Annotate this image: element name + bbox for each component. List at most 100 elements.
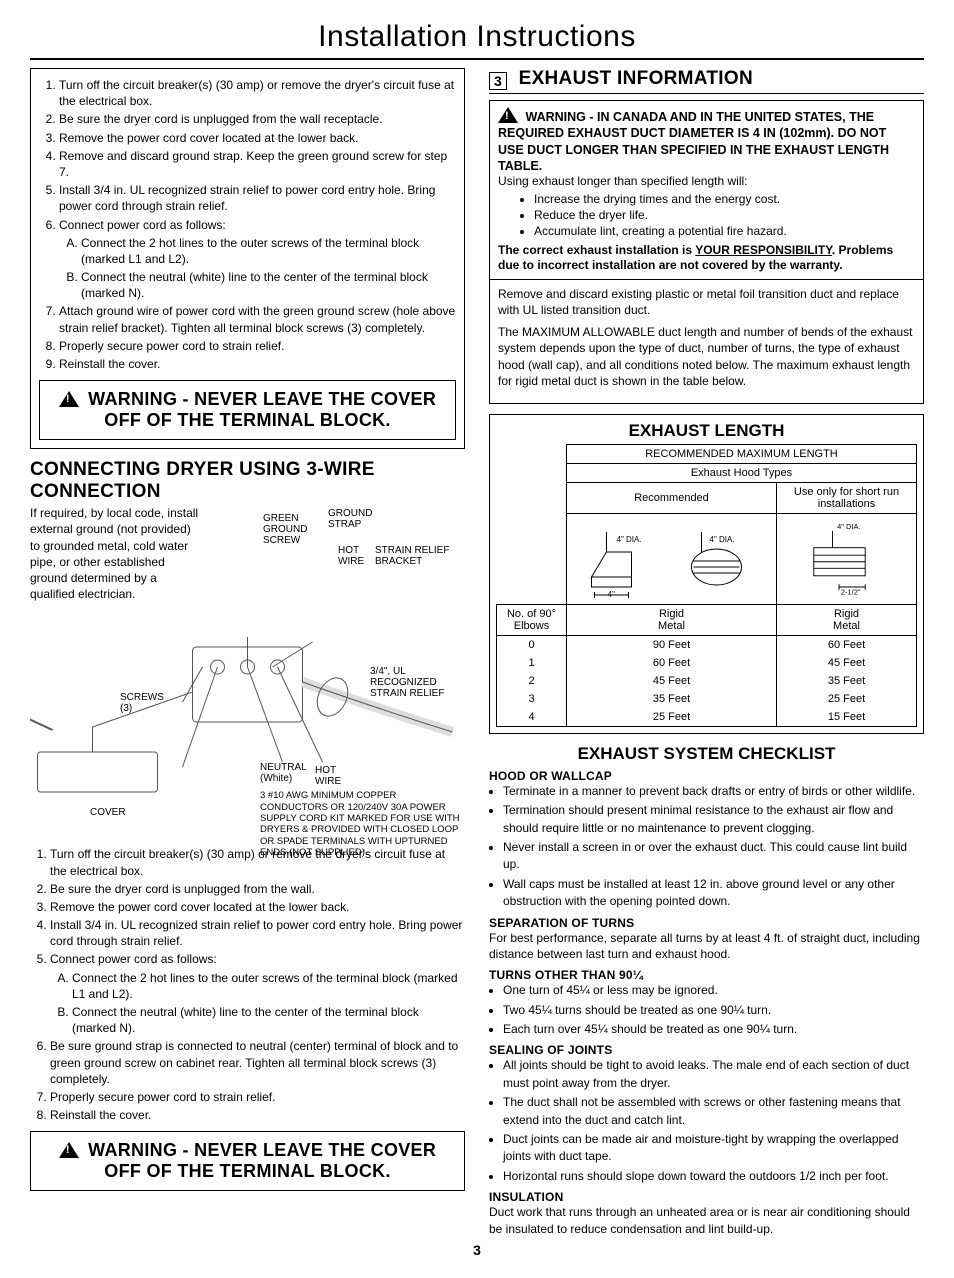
step: Properly secure power cord to strain rel… bbox=[59, 338, 456, 354]
longer-intro: Using exhaust longer than specified leng… bbox=[498, 174, 915, 188]
exhaust-info-header: 3 EXHAUST INFORMATION bbox=[489, 68, 924, 94]
row-e: 1 bbox=[497, 654, 567, 672]
left-column: Turn off the circuit breaker(s) (30 amp)… bbox=[30, 68, 465, 1238]
row-b: 15 Feet bbox=[777, 708, 917, 727]
label-neutral: NEUTRAL (White) bbox=[260, 762, 307, 784]
label-hot-wire-2: HOT WIRE bbox=[315, 765, 341, 787]
longer-bullets: Increase the drying times and the energy… bbox=[498, 191, 915, 240]
rigid-metal-1: Rigid Metal bbox=[567, 604, 777, 635]
turns-subhead: TURNS OTHER THAN 90¼ bbox=[489, 968, 924, 982]
step: Reinstall the cover. bbox=[59, 356, 456, 372]
exhaust-warning: WARNING - IN CANADA AND IN THE UNITED ST… bbox=[498, 107, 915, 174]
step: Turn off the circuit breaker(s) (30 amp)… bbox=[59, 77, 456, 109]
row-e: 4 bbox=[497, 708, 567, 727]
hood-diagram-short-run: 4" DIA. 2-1/2" bbox=[777, 513, 917, 604]
warning-icon bbox=[59, 391, 79, 407]
label-cover: COVER bbox=[90, 807, 126, 818]
step-text: Connect power cord as follows: bbox=[50, 952, 217, 966]
step: Install 3/4 in. UL recognized strain rel… bbox=[59, 182, 456, 214]
hood3-w-text: 2-1/2" bbox=[841, 587, 861, 596]
sep-text: For best performance, separate all turns… bbox=[489, 930, 924, 964]
three-wire-substeps: Connect the 2 hot lines to the outer scr… bbox=[50, 970, 465, 1037]
step-text: Connect power cord as follows: bbox=[59, 218, 226, 232]
bullet: Terminate in a manner to prevent back dr… bbox=[503, 783, 924, 800]
step: Attach ground wire of power cord with th… bbox=[59, 303, 456, 335]
col-short-run: Use only for short run installations bbox=[777, 482, 917, 513]
turns-bullets: One turn of 45¼ or less may be ignored. … bbox=[489, 982, 924, 1038]
exhaust-length-box: EXHAUST LENGTH RECOMMENDED MAXIMUM LENGT… bbox=[489, 414, 924, 734]
bullet: Each turn over 45¼ should be treated as … bbox=[503, 1021, 924, 1038]
step: Connect power cord as follows: Connect t… bbox=[50, 951, 465, 1036]
hood-diagram-recommended: 4" DIA. 4" 4" DIA. bbox=[567, 513, 777, 604]
warning-heading: WARNING - NEVER LEAVE THE COVER OFF OF T… bbox=[50, 389, 445, 431]
exhaust-info-title: EXHAUST INFORMATION bbox=[519, 68, 753, 89]
label-green-ground-screw: GREEN GROUND SCREW bbox=[263, 513, 307, 546]
step: Be sure the dryer cord is unplugged from… bbox=[59, 111, 456, 127]
step: Properly secure power cord to strain rel… bbox=[50, 1089, 465, 1105]
row-b: 35 Feet bbox=[777, 672, 917, 690]
warning-text: WARNING - NEVER LEAVE THE COVER OFF OF T… bbox=[88, 1140, 436, 1181]
bullet: Never install a screen in or over the ex… bbox=[503, 839, 924, 874]
sep-subhead: SEPARATION OF TURNS bbox=[489, 916, 924, 930]
wiring-diagram: SCREWS (3) 3/4", UL RECOGNIZED STRAIN RE… bbox=[30, 612, 465, 842]
row-b: 25 Feet bbox=[777, 690, 917, 708]
bullet: Accumulate lint, creating a potential fi… bbox=[534, 223, 915, 239]
hood1-dia-text: 4" DIA. bbox=[617, 535, 642, 544]
rigid-metal-2: Rigid Metal bbox=[777, 604, 917, 635]
warning-text: WARNING - NEVER LEAVE THE COVER OFF OF T… bbox=[88, 389, 436, 430]
label-strain-relief-bracket: STRAIN RELIEF BRACKET bbox=[375, 545, 449, 567]
bullet: All joints should be tight to avoid leak… bbox=[503, 1057, 924, 1092]
bullet: Termination should present minimal resis… bbox=[503, 802, 924, 837]
step: Install 3/4 in. UL recognized strain rel… bbox=[50, 917, 465, 949]
responsibility-note: The correct exhaust installation is YOUR… bbox=[498, 243, 915, 274]
exhaust-length-title: EXHAUST LENGTH bbox=[496, 421, 917, 441]
row-a: 90 Feet bbox=[567, 635, 777, 654]
warning-icon bbox=[498, 107, 518, 123]
checklist-title: EXHAUST SYSTEM CHECKLIST bbox=[489, 744, 924, 764]
substep: Connect the 2 hot lines to the outer scr… bbox=[72, 970, 465, 1002]
remove-duct-para: Remove and discard existing plastic or m… bbox=[498, 286, 915, 318]
row-e: 2 bbox=[497, 672, 567, 690]
hood2-dia-text: 4" DIA. bbox=[710, 535, 735, 544]
row-a: 35 Feet bbox=[567, 690, 777, 708]
warning-box-1: WARNING - NEVER LEAVE THE COVER OFF OF T… bbox=[39, 380, 456, 440]
section-number-box: 3 bbox=[489, 72, 507, 90]
label-conductor-footnote: 3 #10 AWG MINIMUM COPPER CONDUCTORS OR 1… bbox=[260, 790, 463, 858]
four-wire-steps-box: Turn off the circuit breaker(s) (30 amp)… bbox=[30, 68, 465, 449]
substep: Connect the neutral (white) line to the … bbox=[81, 269, 456, 301]
label-screws-3: SCREWS (3) bbox=[120, 692, 164, 714]
seal-bullets: All joints should be tight to avoid leak… bbox=[489, 1057, 924, 1185]
hood-subhead: HOOD OR WALLCAP bbox=[489, 769, 924, 783]
row-b: 45 Feet bbox=[777, 654, 917, 672]
three-wire-intro: If required, by local code, install exte… bbox=[30, 505, 200, 602]
bullet: Reduce the dryer life. bbox=[534, 207, 915, 223]
row-e: 0 bbox=[497, 635, 567, 654]
bullet: Two 45¼ turns should be treated as one 9… bbox=[503, 1002, 924, 1019]
warning-heading: WARNING - NEVER LEAVE THE COVER OFF OF T… bbox=[41, 1140, 454, 1182]
bullet: Increase the drying times and the energy… bbox=[534, 191, 915, 207]
label-hot-wire-1: HOT WIRE bbox=[338, 545, 364, 567]
insul-text: Duct work that runs through an unheated … bbox=[489, 1204, 924, 1238]
step: Remove and discard ground strap. Keep th… bbox=[59, 148, 456, 180]
step: Connect power cord as follows: Connect t… bbox=[59, 217, 456, 302]
bullet: One turn of 45¼ or less may be ignored. bbox=[503, 982, 924, 999]
seal-subhead: SEALING OF JOINTS bbox=[489, 1043, 924, 1057]
three-wire-steps: Turn off the circuit breaker(s) (30 amp)… bbox=[30, 846, 465, 1123]
hood-bullets: Terminate in a manner to prevent back dr… bbox=[489, 783, 924, 911]
four-wire-steps: Turn off the circuit breaker(s) (30 amp)… bbox=[39, 77, 456, 372]
diagram-top-labels: GREEN GROUND SCREW GROUND STRAP HOT WIRE… bbox=[208, 503, 465, 606]
warning-box-2: WARNING - NEVER LEAVE THE COVER OFF OF T… bbox=[30, 1131, 465, 1191]
row-b: 60 Feet bbox=[777, 635, 917, 654]
table-header-rec-max: RECOMMENDED MAXIMUM LENGTH bbox=[567, 444, 917, 463]
row-e: 3 bbox=[497, 690, 567, 708]
warning-icon bbox=[59, 1142, 79, 1158]
substep: Connect the 2 hot lines to the outer scr… bbox=[81, 235, 456, 267]
step: Be sure ground strap is connected to neu… bbox=[50, 1038, 465, 1087]
row-a: 25 Feet bbox=[567, 708, 777, 727]
step: Reinstall the cover. bbox=[50, 1107, 465, 1123]
substep: Connect the neutral (white) line to the … bbox=[72, 1004, 465, 1036]
row-a: 60 Feet bbox=[567, 654, 777, 672]
exhaust-info-box: WARNING - IN CANADA AND IN THE UNITED ST… bbox=[489, 100, 924, 404]
exhaust-warning-text: WARNING - IN CANADA AND IN THE UNITED ST… bbox=[498, 110, 889, 173]
col-recommended: Recommended bbox=[567, 482, 777, 513]
